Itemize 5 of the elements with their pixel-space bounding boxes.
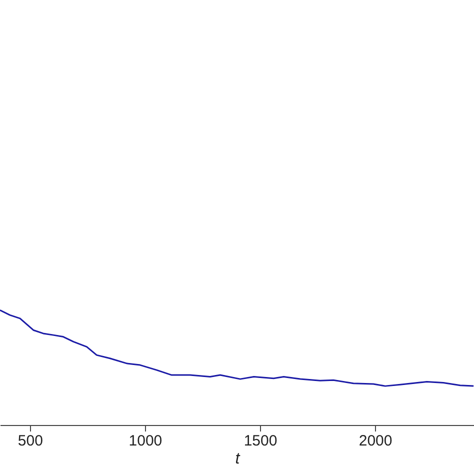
x-tick-label: 2000 xyxy=(358,432,392,450)
x-tick-label: 500 xyxy=(18,432,43,450)
x-axis-title: t xyxy=(235,450,240,468)
x-tick-label: 1000 xyxy=(128,432,162,450)
x-tick-label: 1500 xyxy=(244,432,278,450)
